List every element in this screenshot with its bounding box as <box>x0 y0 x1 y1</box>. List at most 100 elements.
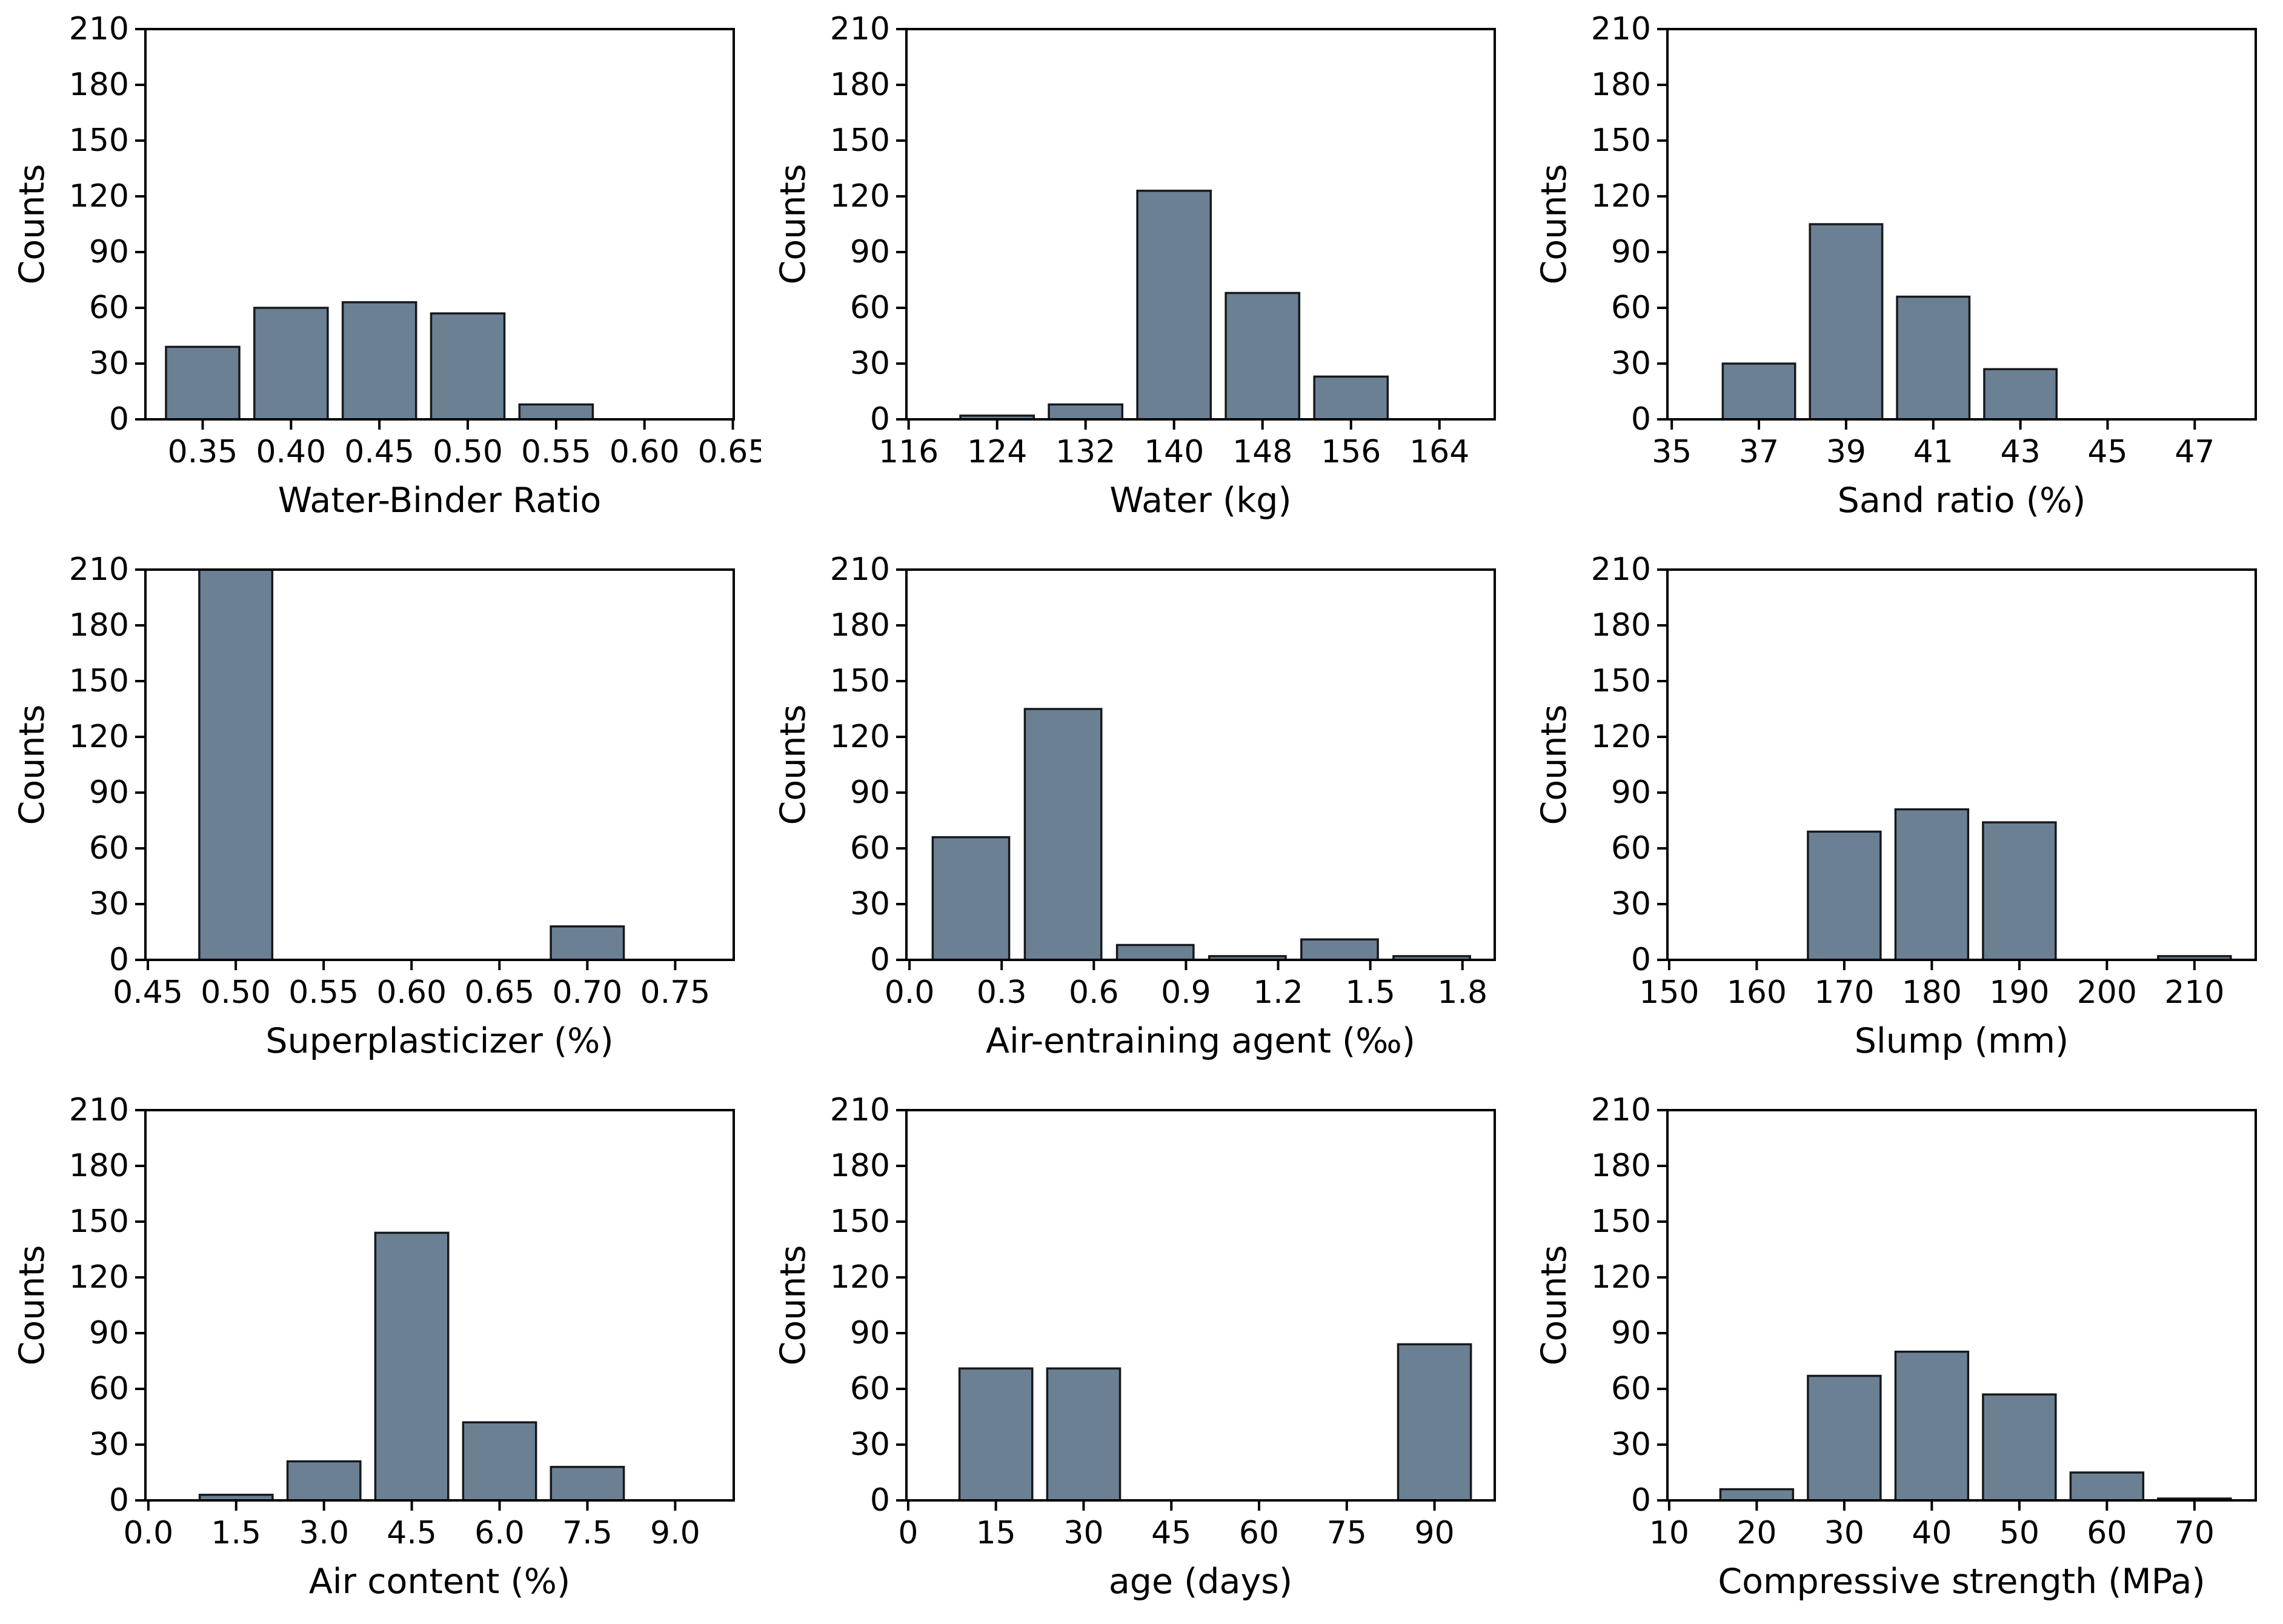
y-tick-label: 120 <box>69 1259 129 1296</box>
y-axis-label: Counts <box>773 1245 813 1366</box>
histogram-bar <box>430 312 506 421</box>
y-axis-label: Counts <box>12 1245 52 1366</box>
x-tick-label: 50 <box>1999 1515 2039 1551</box>
x-tick-label: 0.6 <box>1069 974 1119 1011</box>
x-tick-label: 190 <box>1989 974 2049 1011</box>
x-tick-label: 148 <box>1232 434 1292 470</box>
histogram-bar <box>1023 708 1103 961</box>
x-tick-label: 0.65 <box>698 434 761 470</box>
x-tick-label: 20 <box>1736 1515 1776 1551</box>
y-tick-label: 210 <box>830 551 890 588</box>
x-tick-label: 0.55 <box>521 434 591 470</box>
histogram-bar <box>1313 375 1389 421</box>
histogram-bar <box>1225 291 1301 421</box>
y-tick-label: 210 <box>69 551 129 588</box>
y-axis-label: Counts <box>773 705 813 825</box>
y-tick-label: 0 <box>1631 942 1651 978</box>
histogram-panel: 0 30 60 90 120 150 180 210 0.35 0.40 0.45 0.50 0.55 0… <box>0 0 768 541</box>
y-tick-label: 150 <box>69 663 129 699</box>
histogram-panel: 0 30 60 90 120 150 180 210 35 37 39 41 43 45 47 Sand ra… <box>1522 0 2283 541</box>
x-tick-label: 0.60 <box>376 974 447 1011</box>
x-tick-label: 0.50 <box>433 434 503 470</box>
histogram-bar <box>253 307 329 421</box>
x-axis-label: Slump (mm) <box>1855 1021 2069 1061</box>
y-tick-label: 30 <box>89 1426 129 1463</box>
x-tick-label: 1.2 <box>1253 974 1303 1011</box>
y-tick-label: 120 <box>830 178 890 215</box>
y-tick-label: 90 <box>89 1315 129 1351</box>
histogram: 0 30 60 90 120 150 180 210 0.35 0.40 0.45 0.50 0.55 0… <box>12 11 768 521</box>
histogram-bar <box>1807 830 1882 961</box>
y-tick-label: 210 <box>69 11 129 47</box>
histogram-panel: 0 30 60 90 120 150 180 210 10 20 30 40 50 60 70 Compres… <box>1522 1081 2283 1622</box>
histogram-bar <box>1982 1393 2057 1502</box>
plot-border <box>1666 28 2257 421</box>
y-tick-label: 120 <box>1591 178 1651 215</box>
histogram-bar <box>2069 1471 2145 1502</box>
y-tick-label: 30 <box>850 1426 890 1463</box>
x-tick-label: 10 <box>1649 1515 1689 1551</box>
x-tick-label: 60 <box>2087 1515 2127 1551</box>
histogram: 0 30 60 90 120 150 180 210 150 160 170 180 190 200 210… <box>1534 551 2257 1061</box>
histogram-bar <box>1136 190 1212 421</box>
y-tick-label: 0 <box>870 401 890 438</box>
x-tick-label: 4.5 <box>387 1515 437 1551</box>
x-tick-label: 1.8 <box>1437 974 1487 1011</box>
histogram-bar <box>1807 1374 1882 1502</box>
y-tick-label: 180 <box>1591 1148 1651 1184</box>
x-tick-label: 0.0 <box>885 974 935 1011</box>
y-tick-label: 120 <box>69 178 129 215</box>
y-axis-label: Counts <box>1534 705 1574 825</box>
x-tick-label: 156 <box>1321 434 1381 470</box>
histogram-panel: 0 30 60 90 120 150 180 210 150 160 170 180 190 200 210… <box>1522 541 2283 1081</box>
y-tick-label: 210 <box>830 1092 890 1128</box>
x-tick-label: 40 <box>1912 1515 1952 1551</box>
y-tick-label: 90 <box>89 774 129 811</box>
x-tick-label: 1.5 <box>211 1515 261 1551</box>
y-tick-label: 150 <box>69 1203 129 1240</box>
histogram-bar <box>518 403 594 421</box>
histogram: 0 30 60 90 120 150 180 210 10 20 30 40 50 60 70 Compres… <box>1534 1092 2257 1602</box>
y-tick-label: 60 <box>850 290 890 326</box>
x-tick-label: 30 <box>1824 1515 1864 1551</box>
x-axis-label: Compressive strength (MPa) <box>1718 1562 2205 1602</box>
x-tick-label: 41 <box>1913 434 1953 470</box>
x-tick-label: 0.70 <box>552 974 622 1011</box>
x-tick-label: 0.75 <box>640 974 710 1011</box>
histogram: 0 30 60 90 120 150 180 210 0.0 0.3 0.6 0.9 1.2 1.5 1.8… <box>773 551 1496 1061</box>
x-tick-label: 39 <box>1826 434 1866 470</box>
histogram-bar <box>1719 1488 1795 1502</box>
y-tick-label: 180 <box>830 1148 890 1184</box>
x-tick-label: 47 <box>2175 434 2215 470</box>
y-tick-label: 210 <box>1591 551 1651 588</box>
histogram-bar <box>341 301 417 421</box>
x-tick-label: 0.0 <box>123 1515 173 1551</box>
histogram-bar <box>931 836 1011 961</box>
y-tick-label: 120 <box>69 719 129 755</box>
x-tick-label: 75 <box>1327 1515 1367 1551</box>
x-tick-label: 6.0 <box>474 1515 525 1551</box>
histogram-panel: 0 30 60 90 120 150 180 210 0.0 0.3 0.6 0.9 1.2 1.5 1.8… <box>761 541 1522 1081</box>
x-tick-label: 0.50 <box>201 974 271 1011</box>
y-tick-label: 0 <box>870 942 890 978</box>
x-tick-label: 15 <box>976 1515 1016 1551</box>
y-tick-label: 60 <box>89 830 129 867</box>
y-tick-label: 150 <box>1591 1203 1651 1240</box>
x-tick-label: 0.55 <box>288 974 359 1011</box>
histogram-bar <box>1983 368 2058 421</box>
x-tick-label: 0.45 <box>344 434 414 470</box>
y-tick-label: 0 <box>1631 401 1651 438</box>
x-tick-label: 0.60 <box>610 434 680 470</box>
x-tick-label: 9.0 <box>650 1515 700 1551</box>
x-axis-label: Air-entraining agent (‰) <box>986 1021 1415 1061</box>
y-tick-label: 30 <box>89 345 129 382</box>
y-tick-label: 30 <box>1611 886 1651 922</box>
histogram-bar <box>1300 938 1379 961</box>
histogram-panel: 0 30 60 90 120 150 180 210 0.0 1.5 3.0 4.5 6.0 7.5 9.0… <box>0 1081 761 1622</box>
x-axis-label: Water-Binder Ratio <box>278 481 602 521</box>
plot-border <box>1666 568 2257 961</box>
y-tick-label: 150 <box>830 1203 890 1240</box>
x-tick-label: 60 <box>1239 1515 1279 1551</box>
histogram: 0 30 60 90 120 150 180 210 0.45 0.50 0.55 0.60 0.65 0… <box>12 551 735 1061</box>
